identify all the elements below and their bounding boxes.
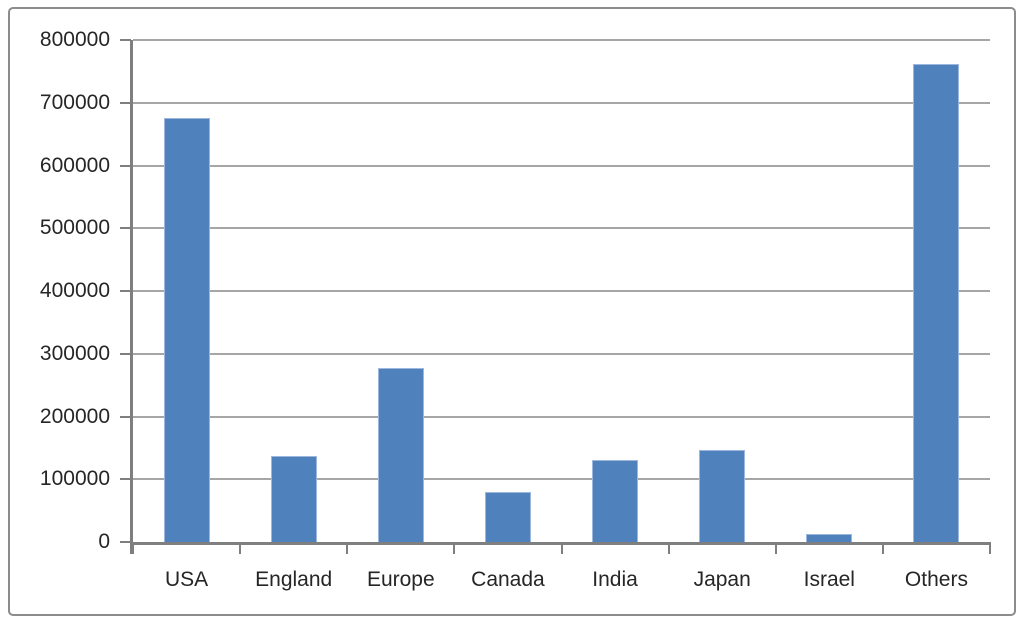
x-axis-line — [130, 542, 991, 545]
chart-frame — [8, 7, 1016, 616]
y-axis-line — [130, 40, 133, 554]
